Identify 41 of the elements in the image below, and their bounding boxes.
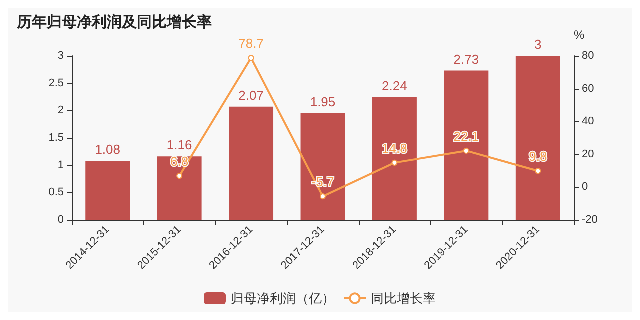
data-label: 14.8 xyxy=(382,140,408,156)
chart-title: 历年归母净利润及同比增长率 xyxy=(16,13,212,31)
data-label: 1.95 xyxy=(310,94,336,110)
y-tick-label: 3 xyxy=(58,50,64,62)
y-tick-label: 1 xyxy=(58,159,64,172)
y2-tick-label: 40 xyxy=(582,116,594,128)
data-label: 3 xyxy=(534,37,542,52)
data-label: 2.07 xyxy=(238,88,264,103)
bar xyxy=(516,56,560,220)
y-tick-label: 0 xyxy=(58,214,64,226)
point xyxy=(320,194,326,200)
y-tick-label: 1.5 xyxy=(48,132,64,144)
data-label: 22.1 xyxy=(454,128,480,144)
legend-label: 同比增长率 xyxy=(371,291,436,306)
y2-tick-label: 80 xyxy=(582,50,594,62)
y2-axis-title: % xyxy=(574,28,585,42)
bar xyxy=(300,113,346,220)
y2-tick-label: 0 xyxy=(582,181,588,194)
data-label: 1.16 xyxy=(166,138,192,153)
legend-label: 归母净利润（亿） xyxy=(231,291,335,306)
point xyxy=(463,148,470,154)
bar xyxy=(86,160,130,220)
y2-tick-label: 20 xyxy=(582,148,594,160)
data-label: 78.7 xyxy=(238,36,264,52)
point xyxy=(392,160,398,166)
data-label: 2.24 xyxy=(382,78,408,94)
y2-tick-label: 60 xyxy=(582,82,594,95)
y-tick-label: 2 xyxy=(58,104,64,117)
y-tick-label: 2.5 xyxy=(48,77,64,90)
bar xyxy=(157,156,202,220)
point xyxy=(176,173,183,180)
y-tick-label: 0.5 xyxy=(48,186,64,199)
point xyxy=(535,168,542,174)
y2-tick-label: -20 xyxy=(582,214,598,226)
data-label: 9.8 xyxy=(529,149,548,164)
bar xyxy=(229,106,274,220)
data-label: 1.08 xyxy=(95,142,121,157)
data-label: 2.73 xyxy=(454,52,480,67)
bar xyxy=(372,98,417,220)
point xyxy=(248,55,254,62)
bar xyxy=(444,70,489,220)
